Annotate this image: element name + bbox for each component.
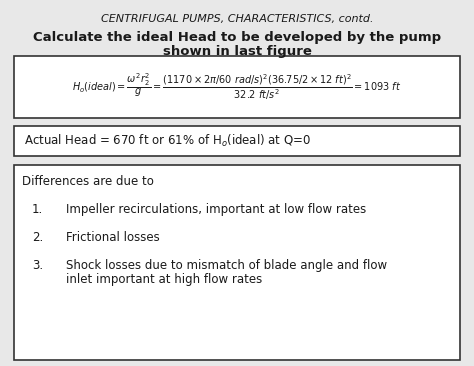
- Text: Impeller recirculations, important at low flow rates: Impeller recirculations, important at lo…: [66, 203, 366, 216]
- Text: inlet important at high flow rates: inlet important at high flow rates: [66, 273, 262, 286]
- Text: Differences are due to: Differences are due to: [22, 175, 154, 188]
- Text: 3.: 3.: [32, 259, 43, 272]
- Text: Actual Head = 670 ft or 61% of H$_o$(ideal) at Q=0: Actual Head = 670 ft or 61% of H$_o$(ide…: [24, 133, 311, 149]
- Text: $H_o(ideal) = \dfrac{\omega^2 r_2^2}{g} = \dfrac{(1170\times 2\pi/60\ \mathit{ra: $H_o(ideal) = \dfrac{\omega^2 r_2^2}{g} …: [72, 72, 402, 102]
- Text: 1.: 1.: [32, 203, 43, 216]
- Bar: [14, 56, 460, 118]
- Text: shown in last figure: shown in last figure: [163, 45, 311, 58]
- Text: CENTRIFUGAL PUMPS, CHARACTERISTICS, contd.: CENTRIFUGAL PUMPS, CHARACTERISTICS, cont…: [101, 14, 373, 24]
- Bar: [14, 165, 460, 360]
- Bar: [14, 126, 460, 156]
- Text: Shock losses due to mismatch of blade angle and flow: Shock losses due to mismatch of blade an…: [66, 259, 387, 272]
- Text: 2.: 2.: [32, 231, 43, 244]
- Text: Calculate the ideal Head to be developed by the pump: Calculate the ideal Head to be developed…: [33, 31, 441, 44]
- Text: Frictional losses: Frictional losses: [66, 231, 160, 244]
